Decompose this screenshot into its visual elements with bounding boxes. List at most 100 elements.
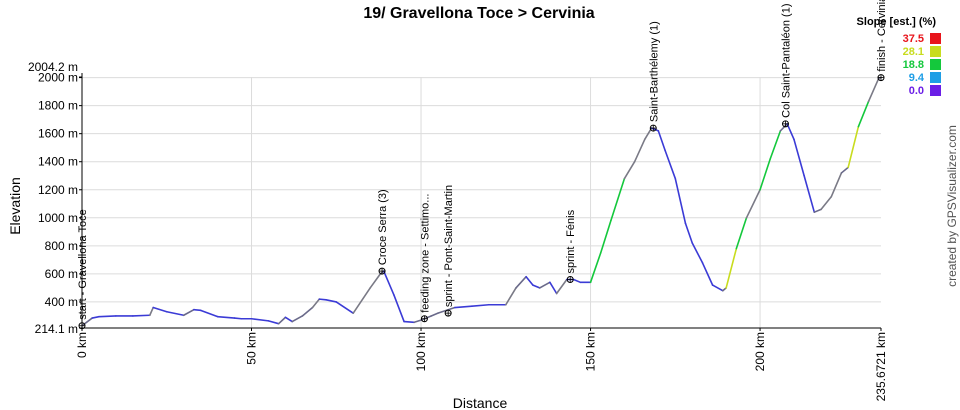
profile-segment <box>352 287 371 314</box>
y-tick-label: 1400 m <box>38 155 78 169</box>
profile-segment <box>515 275 527 289</box>
profile-segment <box>393 294 405 323</box>
profile-segment <box>91 315 100 319</box>
profile-segment <box>725 247 738 289</box>
profile-segment <box>735 217 748 250</box>
profile-segment <box>430 312 439 317</box>
y-tick-label: 1800 m <box>38 99 78 113</box>
profile-segment <box>98 315 117 318</box>
x-tick-label: 200 km <box>753 332 767 371</box>
profile-segment <box>132 314 151 317</box>
profile-segment <box>786 123 795 141</box>
profile-segment <box>623 160 636 180</box>
profile-segment <box>199 309 219 318</box>
waypoint-label: Croce Serra (3) <box>377 189 389 265</box>
profile-segment <box>555 278 568 295</box>
profile-segment <box>840 166 850 174</box>
profile-segment <box>325 299 338 303</box>
legend-swatch <box>930 72 941 83</box>
legend-value: 0.0 <box>909 85 924 97</box>
waypoint-label: Saint-Barthélemy (1) <box>648 21 660 122</box>
profile-segment <box>525 275 534 286</box>
chart-title: 19/ Gravellona Toce > Cervinia <box>363 5 594 22</box>
profile-segment <box>301 306 314 317</box>
profile-segment <box>81 317 93 327</box>
profile-segment <box>165 310 185 317</box>
profile-segment <box>610 177 626 222</box>
x-axis-label: Distance <box>453 395 508 410</box>
profile-segment <box>572 278 582 284</box>
profile-segment <box>182 308 195 317</box>
legend-swatch <box>930 85 941 96</box>
y-tick-label: 400 m <box>45 295 78 309</box>
x-tick-label: 235.6721 km <box>874 332 888 401</box>
profile-segment <box>149 306 154 317</box>
profile-segment <box>277 316 287 325</box>
profile-segment <box>793 138 805 177</box>
profile-segment <box>216 315 236 319</box>
profile-segment <box>820 195 833 211</box>
legend-value: 37.5 <box>903 33 924 45</box>
profile-segment <box>674 177 687 225</box>
y-tick-label: 1200 m <box>38 183 78 197</box>
waypoint-label: feeding zone - Settimo... <box>419 194 431 313</box>
y-axis-ticks: 214.1 m 400 m 600 m 800 m 1000 m 1200 m 1400 m… <box>28 60 82 336</box>
x-tick-label: 0 km <box>75 332 89 358</box>
legend-value: 18.8 <box>903 59 924 71</box>
profile-segment <box>403 320 416 324</box>
profile-segment <box>532 284 541 289</box>
profile-segment <box>759 158 772 191</box>
legend-swatch <box>930 33 941 44</box>
legend-swatch <box>930 59 941 70</box>
profile-segment <box>847 125 860 169</box>
profile-segment <box>657 130 666 152</box>
profile-segment <box>684 222 694 244</box>
profile-segment <box>369 273 382 289</box>
profile-segment <box>769 130 782 160</box>
y-tick-label: 800 m <box>45 239 78 253</box>
profile-segment <box>335 301 355 314</box>
elevation-series <box>81 76 882 327</box>
profile-segment <box>549 281 558 295</box>
legend-value: 28.1 <box>903 46 924 58</box>
profile-segment <box>813 208 822 213</box>
waypoint-label: start - Gravellona Toce <box>77 209 89 319</box>
profile-segment <box>382 270 395 296</box>
profile-segment <box>291 315 304 323</box>
profile-segment <box>650 127 660 132</box>
profile-segment <box>664 149 677 180</box>
profile-segment <box>830 172 843 198</box>
waypoint-label: finish - Cervinia <box>876 0 888 72</box>
profile-segment <box>413 319 422 324</box>
y-tick-label: 214.1 m <box>35 322 78 336</box>
profile-segment <box>267 320 280 325</box>
y-tick-label: 2004.2 m <box>28 60 78 74</box>
x-tick-label: 150 km <box>584 332 598 371</box>
profile-segment <box>233 317 243 320</box>
waypoint-label: Col Saint-Pantaléon (1) <box>780 4 792 118</box>
legend-title: Slope [est.] (%) <box>857 16 937 28</box>
profile-segment <box>867 77 880 103</box>
profile-segment <box>745 188 761 219</box>
profile-segment <box>318 298 327 301</box>
x-tick-label: 50 km <box>245 332 259 365</box>
profile-segment <box>701 261 714 286</box>
x-tick-label: 100 km <box>414 332 428 371</box>
profile-segment <box>250 317 270 322</box>
profile-segment <box>803 174 816 213</box>
y-tick-label: 1600 m <box>38 127 78 141</box>
profile-segment <box>471 303 490 307</box>
credit-text: created by GPSVisualizer.com <box>945 125 959 287</box>
profile-segment <box>311 298 321 309</box>
profile-segment <box>691 242 704 264</box>
y-tick-label: 600 m <box>45 267 78 281</box>
legend-value: 9.4 <box>909 72 925 84</box>
waypoint-markers: start - Gravellona Toce Croce Serra (3) fe… <box>77 0 888 330</box>
grid-lines <box>82 77 881 328</box>
waypoint-label: sprint - Pont-Saint-Martin <box>443 185 455 307</box>
profile-segment <box>284 316 293 323</box>
profile-segment <box>504 287 517 306</box>
profile-segment <box>454 305 473 309</box>
y-tick-label: 2000 m <box>38 71 78 85</box>
